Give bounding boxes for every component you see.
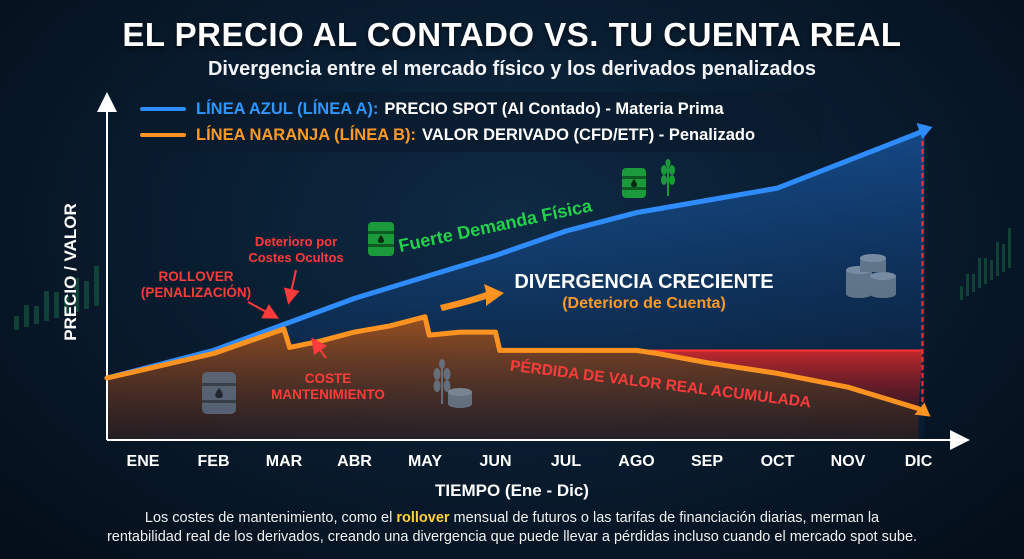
x-tick-label-abr: ABR (337, 453, 372, 470)
bg-candle (94, 266, 99, 306)
caption-line-1: Los costes de mantenimiento, como el rol… (0, 509, 1024, 528)
rollover-annotation-line2: (PENALIZACIÓN) (141, 285, 251, 300)
x-tick-label-oct: OCT (761, 453, 795, 470)
x-tick-label-jun: JUN (479, 453, 511, 470)
bg-candle (972, 274, 975, 292)
chart-legend: LÍNEA AZUL (LÍNEA A): PRECIO SPOT (Al Co… (132, 92, 822, 152)
series-derivative-line (104, 314, 921, 412)
x-tick-label-jul: JUL (551, 453, 581, 470)
bg-candle (996, 242, 999, 276)
bg-candle (966, 274, 969, 296)
legend-swatch-spot (140, 107, 186, 111)
bg-candle (960, 286, 963, 300)
legend-swatch-derivative (140, 133, 186, 137)
derivative-end-arrow (914, 402, 931, 417)
background-decoration (14, 228, 1011, 330)
deterioro-pointer (283, 269, 300, 305)
caption-text-a: Los costes de mantenimiento, como el (144, 510, 397, 526)
bg-candle (74, 278, 79, 312)
coins-icon (448, 388, 472, 408)
bg-candle (64, 295, 69, 315)
x-tick-label-nov: NOV (831, 453, 866, 470)
bg-candle (984, 258, 987, 284)
bg-candle (34, 306, 39, 324)
coste-annotation-line2: MANTENIMIENTO (271, 387, 385, 402)
deterioro-annotation-line2: Costes Ocultos (248, 250, 343, 265)
rollover-pointer (247, 301, 280, 319)
coste-pointer (311, 337, 328, 359)
derivative-area-fill (107, 316, 919, 440)
page-subtitle: Divergencia entre el mercado físico y lo… (207, 58, 816, 80)
x-tick-label-ago: AGO (618, 453, 654, 470)
coste-annotation-line1: COSTE (305, 371, 352, 386)
chart-caption: Los costes de mantenimiento, como el rol… (0, 509, 1024, 547)
legend-item-derivative: LÍNEA NARANJA (LÍNEA B): VALOR DERIVADO … (140, 123, 755, 147)
deterioro-annotation-line1: Deterioro por (255, 234, 337, 249)
x-tick-label-mar: MAR (266, 453, 303, 470)
x-tick-label-ene: ENE (127, 453, 160, 470)
legend-item-spot: LÍNEA AZUL (LÍNEA A): PRECIO SPOT (Al Co… (140, 97, 724, 121)
bg-candle (14, 316, 19, 330)
oil-barrel-icon (368, 222, 394, 256)
legend-spot-highlight: LÍNEA AZUL (LÍNEA A): (196, 99, 379, 118)
wheat-icon (433, 359, 451, 404)
bg-candle (1002, 244, 1005, 272)
bg-candle (1008, 228, 1011, 268)
bg-candle (44, 291, 49, 321)
series-spot-line (104, 127, 927, 381)
divergence-title: DIVERGENCIA CRECIENTE (514, 271, 773, 293)
x-tick-label-sep: SEP (691, 453, 723, 470)
loss-band (636, 350, 923, 409)
bg-candle (54, 292, 59, 318)
caption-line-2: rentabilidad real de los derivados, crea… (106, 529, 918, 545)
divergence-subtitle: (Deterioro de Cuenta) (562, 295, 726, 312)
spot-end-arrow (916, 123, 933, 139)
bg-candle (24, 305, 29, 327)
divergence-arrow-icon (440, 284, 504, 311)
x-tick-labels: ENE FEB MAR ABR MAY JUN JUL AGO SEP OCT NOV DIC (127, 453, 933, 470)
y-axis-label: PRECIO / VALOR (61, 203, 80, 341)
x-tick-label-dic: DIC (905, 453, 933, 470)
oil-barrel-icon (622, 168, 646, 198)
coins-icon (846, 254, 896, 298)
legend-spot-text: PRECIO SPOT (Al Contado) - Materia Prima (384, 99, 724, 118)
caption-text-b: mensual de futuros o las tarifas de fina… (449, 510, 880, 526)
x-axis-label: TIEMPO (Ene - Dic) (435, 481, 589, 500)
oil-barrel-icon (202, 372, 236, 414)
wheat-icon (661, 159, 675, 196)
page-title: EL PRECIO AL CONTADO VS. TU CUENTA REAL (122, 16, 902, 53)
bg-candle (978, 258, 981, 288)
x-tick-label-may: MAY (408, 453, 442, 470)
bg-candle (990, 260, 993, 280)
legend-derivative-highlight: LÍNEA NARANJA (LÍNEA B): (196, 125, 416, 144)
caption-highlight: rollover (396, 510, 450, 526)
rollover-annotation-line1: ROLLOVER (158, 269, 233, 284)
x-tick-label-feb: FEB (198, 453, 230, 470)
bg-candle (84, 281, 89, 309)
legend-derivative-text: VALOR DERIVADO (CFD/ETF) - Penalizado (422, 125, 756, 144)
